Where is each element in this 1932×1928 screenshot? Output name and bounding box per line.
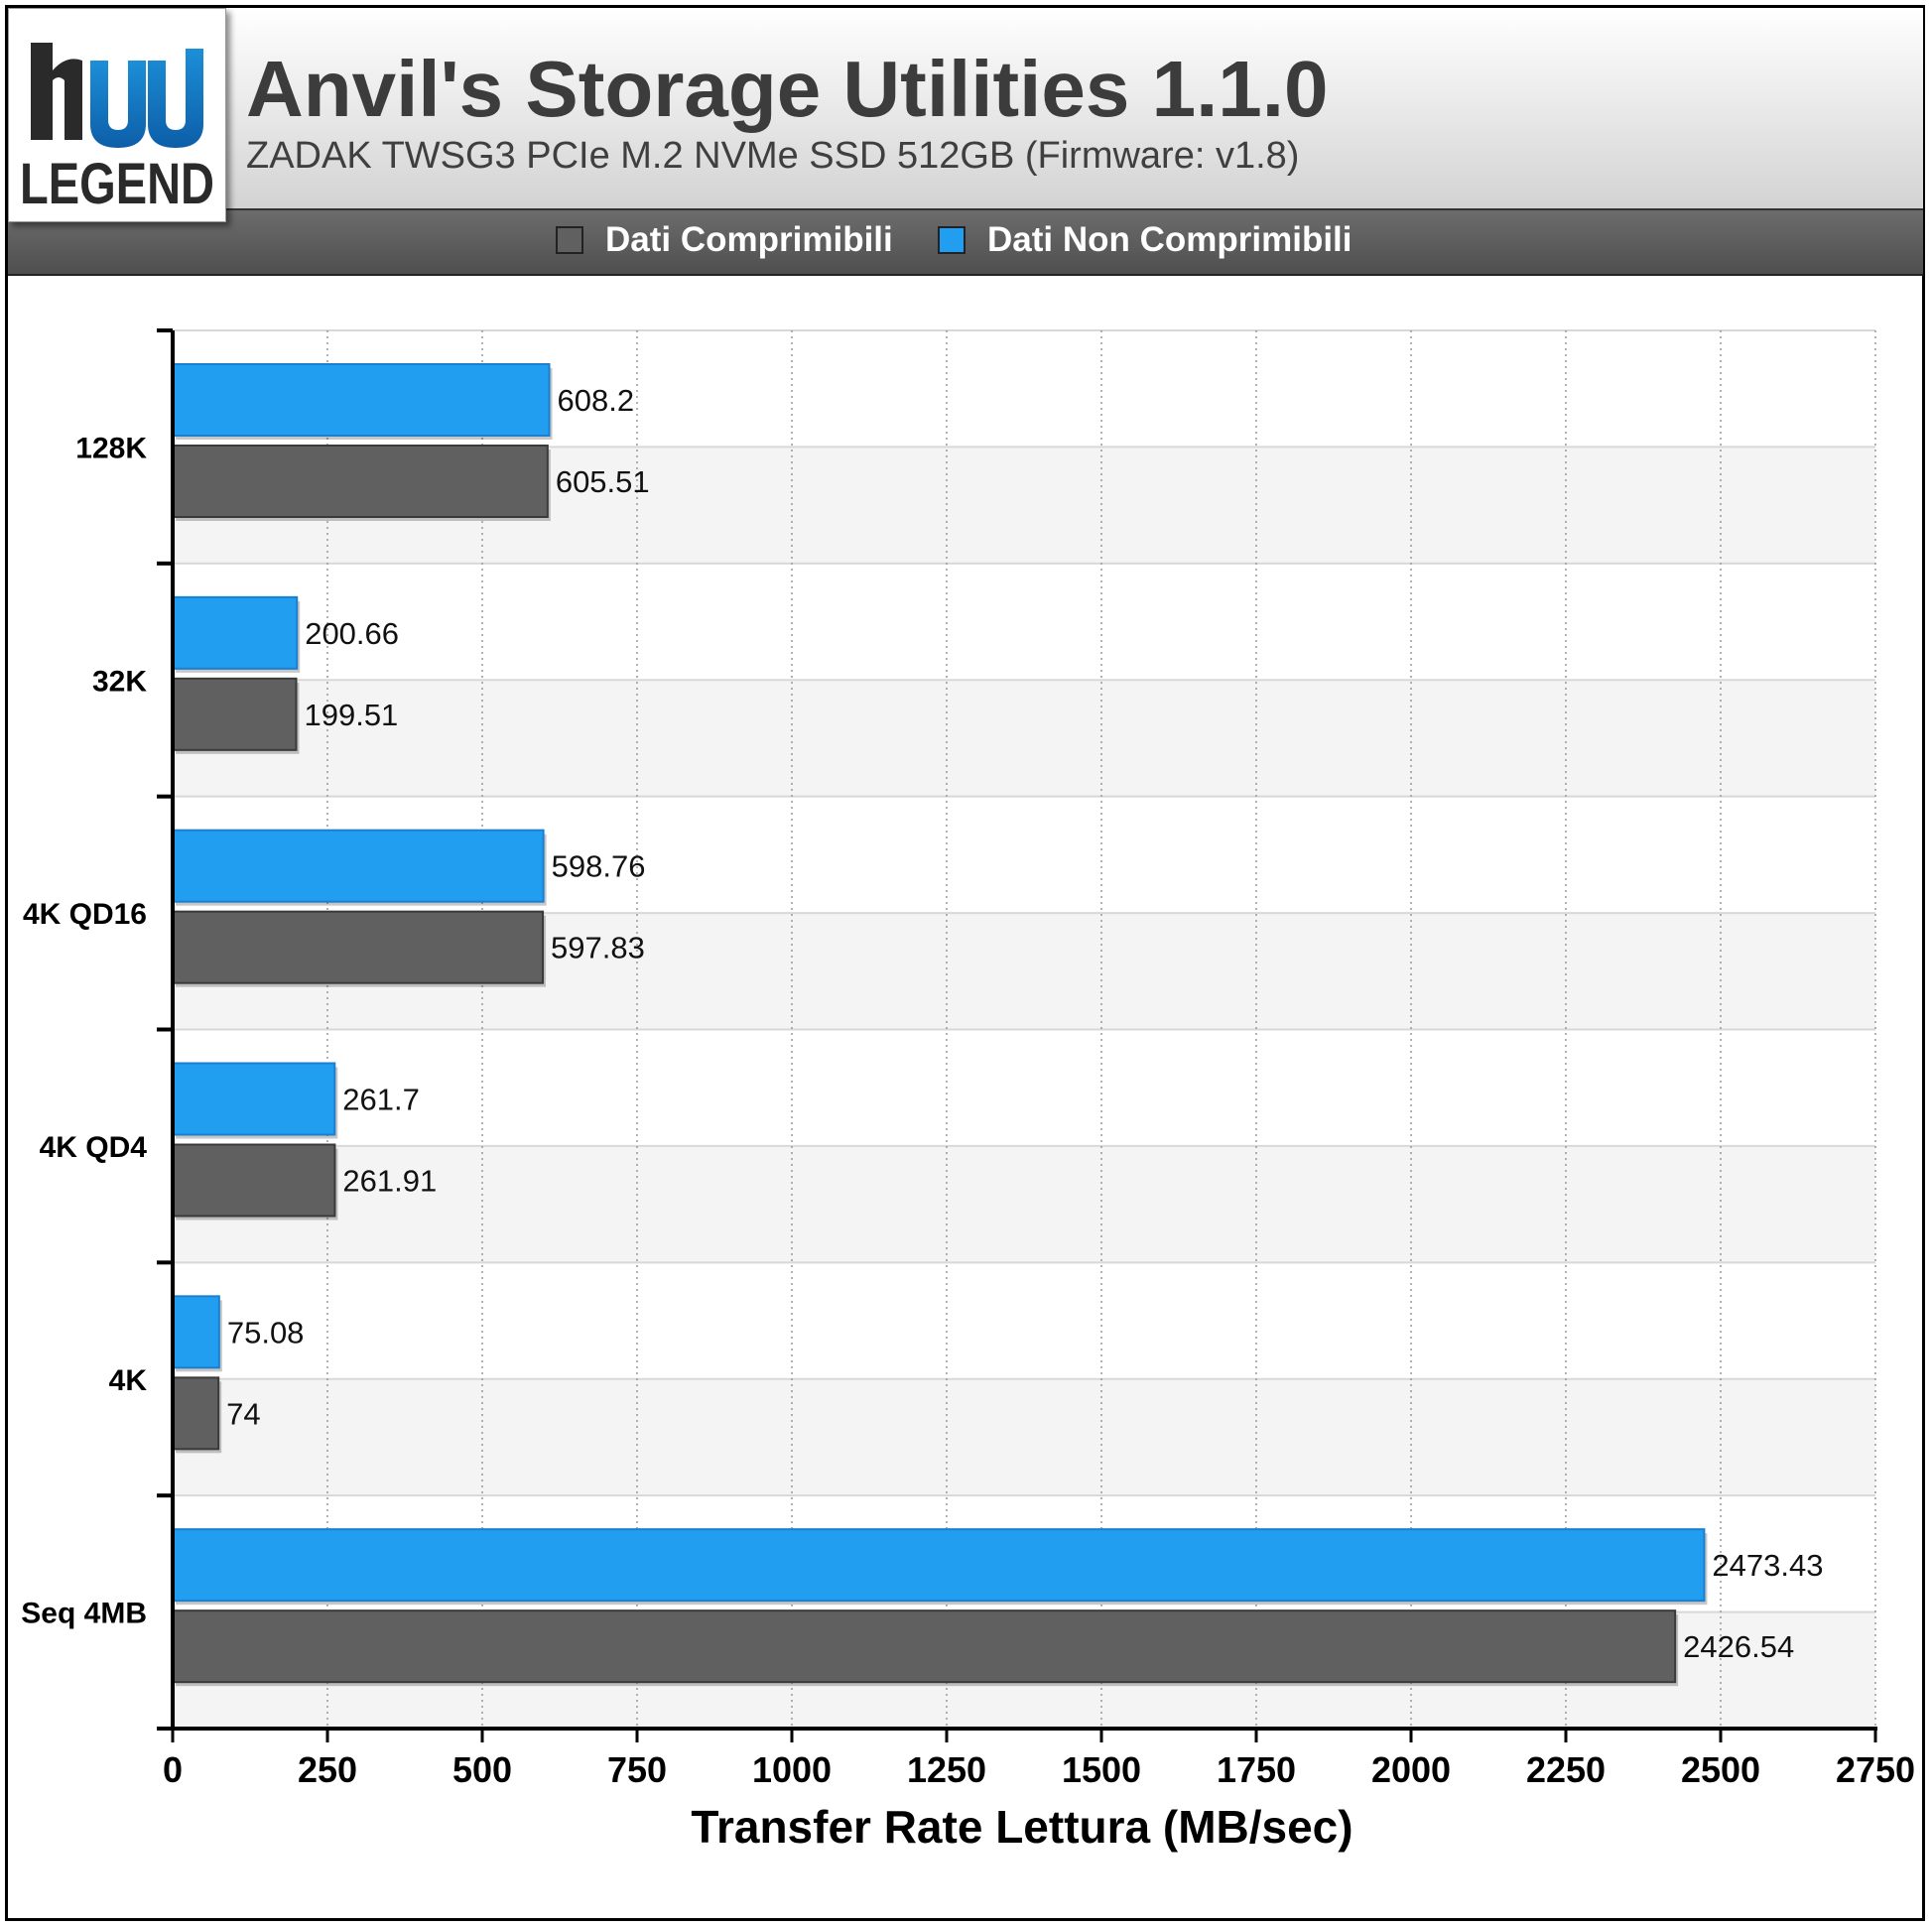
bar-compressible	[172, 1376, 220, 1451]
labels: 608.2 605.51 128K 200.66 199.51 32K 598.76 597.…	[21, 383, 1915, 1790]
legend-label-compressible: Dati Comprimibili	[605, 220, 893, 259]
value-label: 261.91	[342, 1164, 437, 1199]
grid-lines	[326, 330, 1876, 1729]
plot-bands	[173, 329, 1875, 1729]
plot-band	[173, 1378, 1875, 1496]
value-label: 597.83	[551, 931, 645, 965]
hwlegend-logo: LEGEND	[8, 8, 226, 222]
chart-title: Anvil's Storage Utilities 1.1.0	[246, 45, 1329, 133]
plot-band	[173, 1029, 1875, 1146]
logo-text: LEGEND	[20, 152, 214, 216]
bars	[172, 363, 1708, 1687]
bar-non-compressible	[172, 363, 551, 437]
bar-compressible	[172, 445, 549, 518]
value-label: 75.08	[227, 1315, 305, 1350]
value-label: 74	[226, 1396, 260, 1431]
value-label: 2426.54	[1683, 1629, 1794, 1664]
plot-band	[173, 563, 1875, 681]
x-tick-label: 500	[452, 1749, 512, 1790]
x-tick-label: 1750	[1217, 1749, 1296, 1790]
axes	[157, 328, 1877, 1742]
value-label: 598.76	[552, 849, 646, 884]
legend-item-non-compressible: Dati Non Comprimibili	[938, 220, 1352, 260]
bar-compressible	[172, 1609, 1677, 1684]
x-tick-label: 2750	[1836, 1749, 1915, 1790]
x-tick-label: 0	[163, 1749, 183, 1790]
bar-compressible	[172, 910, 545, 984]
logo-icon: LEGEND	[20, 43, 214, 216]
x-tick-label: 250	[298, 1749, 357, 1790]
bar-non-compressible	[172, 829, 545, 903]
category-label: 4K	[109, 1364, 148, 1397]
category-label: Seq 4MB	[21, 1598, 147, 1630]
bar-non-compressible	[172, 1528, 1706, 1603]
bar-non-compressible	[172, 1295, 220, 1369]
category-label: 32K	[92, 665, 147, 698]
legend-label-non-compressible: Dati Non Comprimibili	[987, 220, 1352, 259]
x-tick-label: 1500	[1062, 1749, 1141, 1790]
chart-subtitle: ZADAK TWSG3 PCIe M.2 NVMe SSD 512GB (Fir…	[246, 135, 1300, 177]
legend-item-compressible: Dati Comprimibili	[556, 220, 893, 260]
bar-compressible	[172, 1143, 336, 1218]
plot-band	[173, 680, 1875, 797]
legend: Dati Comprimibili Dati Non Comprimibili	[8, 208, 1923, 276]
x-tick-label: 2500	[1681, 1749, 1760, 1790]
value-label: 199.51	[304, 698, 398, 732]
x-tick-label: 1250	[907, 1749, 986, 1790]
chart-header: Anvil's Storage Utilities 1.1.0 ZADAK TW…	[8, 8, 1923, 210]
x-tick-label: 750	[607, 1749, 667, 1790]
value-label: 2473.43	[1712, 1548, 1823, 1583]
value-label: 261.7	[342, 1083, 420, 1117]
x-tick-label: 2250	[1526, 1749, 1606, 1790]
category-label: 4K QD16	[23, 898, 147, 931]
value-label: 200.66	[305, 616, 399, 651]
plot-band	[173, 1262, 1875, 1379]
category-label: 128K	[75, 432, 147, 464]
bar-compressible	[172, 677, 298, 751]
bar-non-compressible	[172, 1062, 336, 1136]
plot-band	[173, 1145, 1875, 1263]
bar-non-compressible	[172, 595, 299, 670]
x-tick-label: 2000	[1371, 1749, 1451, 1790]
category-label: 4K QD4	[40, 1131, 148, 1164]
legend-swatch-non-compressible	[938, 226, 966, 254]
x-tick-label: 1000	[752, 1749, 832, 1790]
x-axis-title: Transfer Rate Lettura (MB/sec)	[691, 1801, 1352, 1853]
value-label: 608.2	[558, 383, 635, 418]
legend-swatch-compressible	[556, 226, 583, 254]
value-label: 605.51	[556, 464, 650, 499]
